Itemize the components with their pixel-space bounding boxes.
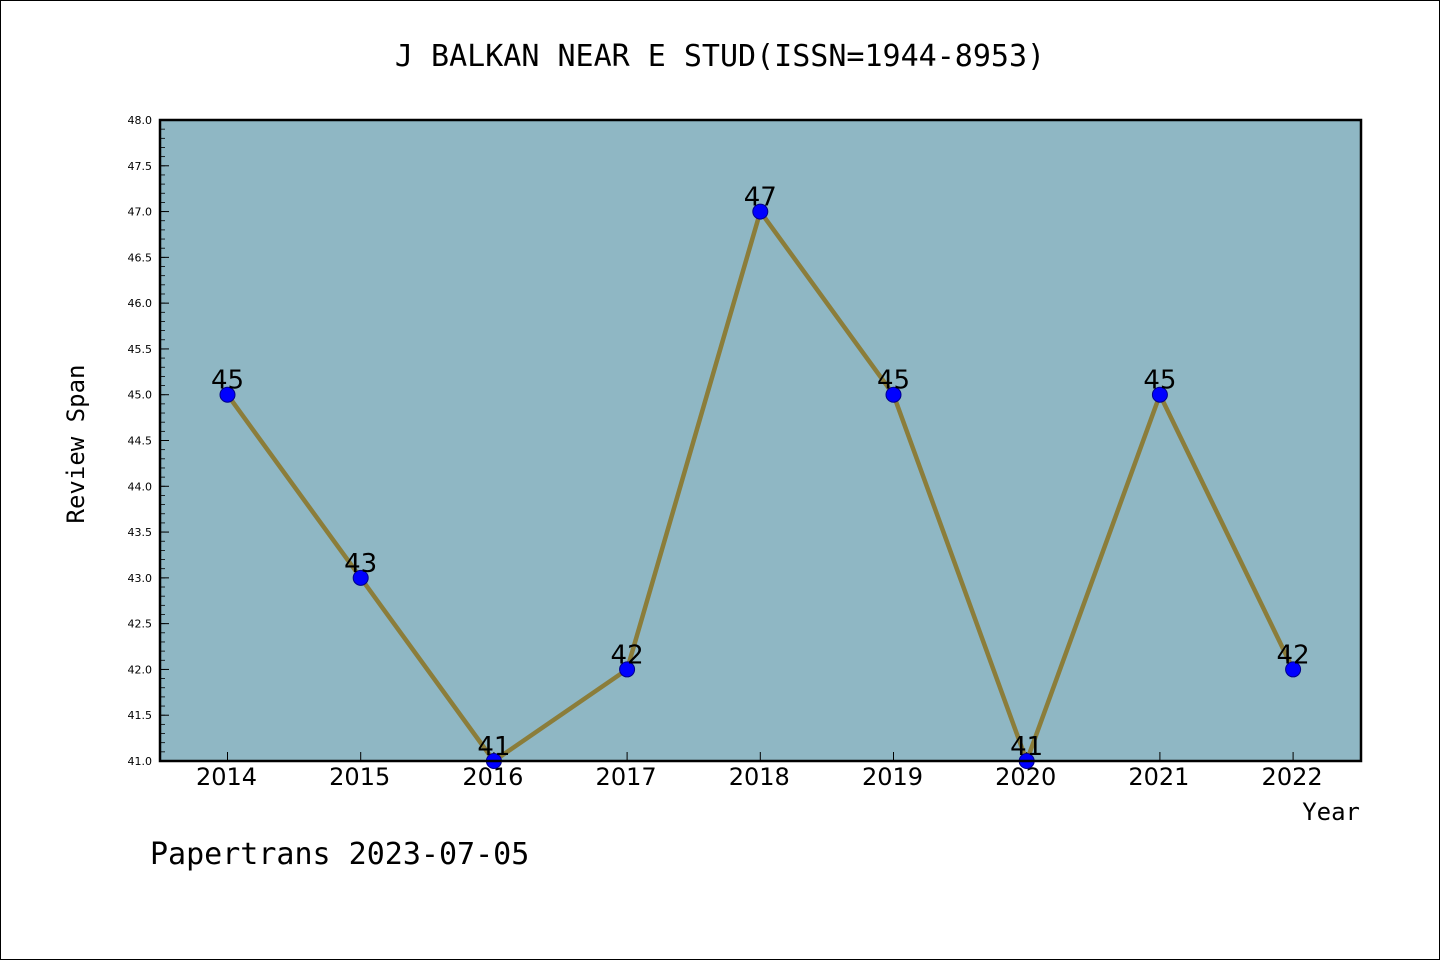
data-label: 45 — [211, 366, 244, 396]
data-point — [752, 203, 769, 220]
data-label: 43 — [344, 549, 377, 579]
x-tick-label: 2017 — [596, 763, 657, 791]
y-axis: 41.0 41.5 42.0 42.5 43.0 43.5 44.0 44.5 45.0 45.5… — [128, 114, 169, 768]
y-tick-label: 45.5 — [128, 343, 153, 356]
data-label: 42 — [611, 640, 644, 670]
y-tick-label: 47.5 — [128, 160, 153, 173]
plot-area — [160, 120, 1361, 761]
x-tick-label: 2022 — [1262, 763, 1323, 791]
y-tick-label: 43.5 — [128, 526, 153, 539]
data-label: 41 — [1010, 732, 1043, 762]
y-tick-label: 42.5 — [128, 618, 153, 631]
x-tick-label: 2021 — [1128, 763, 1189, 791]
y-tick-label: 44.5 — [128, 435, 153, 448]
x-tick-label: 2015 — [329, 763, 390, 791]
data-point — [885, 386, 902, 403]
y-tick-label: 43.0 — [128, 572, 153, 585]
data-point — [219, 386, 236, 403]
y-tick-label: 44.0 — [128, 480, 153, 493]
x-tick-label: 2019 — [862, 763, 923, 791]
y-tick-label: 42.0 — [128, 663, 153, 676]
y-tick-label: 48.0 — [128, 114, 153, 127]
data-point — [619, 661, 636, 678]
footer-date: Papertrans 2023-07-05 — [150, 837, 529, 872]
data-label: 47 — [744, 183, 777, 213]
x-axis: 2014 2015 2016 2017 2018 2019 2020 2021 2022 — [196, 752, 1323, 791]
plot-border — [158, 118, 1363, 763]
data-label: 42 — [1277, 640, 1310, 670]
y-tick-label: 46.0 — [128, 297, 153, 310]
y-tick-label: 45.0 — [128, 389, 153, 402]
data-point — [1151, 386, 1168, 403]
y-tick-label: 41.5 — [128, 709, 153, 722]
data-point — [352, 569, 369, 586]
data-labels: 45 43 41 42 47 45 41 45 42 — [211, 183, 1310, 762]
data-label: 45 — [877, 366, 910, 396]
x-tick-label: 2014 — [196, 763, 257, 791]
x-tick-label: 2018 — [729, 763, 790, 791]
data-label: 41 — [477, 732, 510, 762]
data-point — [1285, 661, 1302, 678]
y-axis-label: Review Span — [62, 365, 90, 524]
x-axis-label: Year — [1302, 798, 1360, 826]
chart-title: J BALKAN NEAR E STUD(ISSN=1944-8953) — [395, 39, 1045, 74]
y-tick-label: 47.0 — [128, 206, 153, 219]
y-tick-label: 46.5 — [128, 251, 153, 264]
data-label: 45 — [1143, 366, 1176, 396]
y-tick-label: 41.0 — [128, 755, 153, 768]
